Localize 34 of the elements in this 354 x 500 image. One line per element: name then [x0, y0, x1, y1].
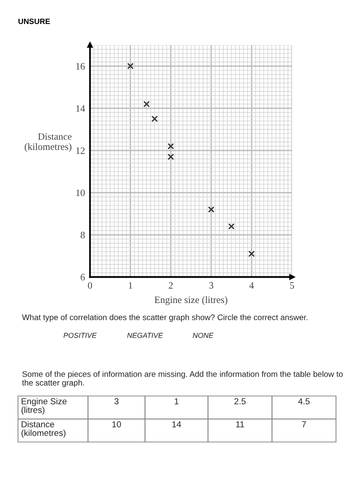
y-tick-label: 16: [76, 63, 85, 70]
point: [151, 116, 158, 122]
point: [168, 143, 174, 150]
point: [228, 223, 235, 230]
x-tick-label: 0: [88, 282, 92, 289]
text: 14: [172, 421, 182, 428]
text: 3: [114, 398, 119, 404]
x-tick-label: 4: [249, 282, 254, 289]
x-tick-label: 1: [128, 282, 132, 289]
point: [208, 206, 214, 213]
y-tick-label: 8: [80, 232, 85, 238]
y-tick-label: 10: [76, 190, 85, 196]
point: [168, 154, 174, 160]
text: 2.5: [234, 398, 246, 404]
y-axis-title: Distance (kilometres): [24, 133, 72, 152]
x-tick-label: 3: [209, 282, 214, 289]
text: 11: [236, 421, 244, 428]
point: [248, 250, 255, 258]
y-tick-label: 12: [76, 147, 85, 154]
x-tick-label: 5: [290, 282, 294, 289]
text: 10: [112, 421, 121, 428]
text: 4.5: [298, 398, 310, 404]
point: [143, 100, 150, 108]
text: Distance (kilometres): [22, 421, 66, 438]
text: 7: [302, 421, 306, 428]
x-tick-label: 2: [168, 282, 173, 289]
text: What type of correlation does the scatter graph show? Circle the correct answer.: [22, 314, 308, 322]
text: Engine Size (litres): [22, 398, 67, 415]
text: 1: [174, 398, 178, 404]
x-axis-title: Engine size (litres): [154, 296, 228, 306]
text: Some of the pieces of information are missing. Add the information from the table below to the scatter graph.: [22, 371, 343, 388]
y-tick-label: 6: [80, 274, 85, 280]
point: [127, 62, 134, 70]
y-tick-label: 14: [76, 105, 85, 112]
